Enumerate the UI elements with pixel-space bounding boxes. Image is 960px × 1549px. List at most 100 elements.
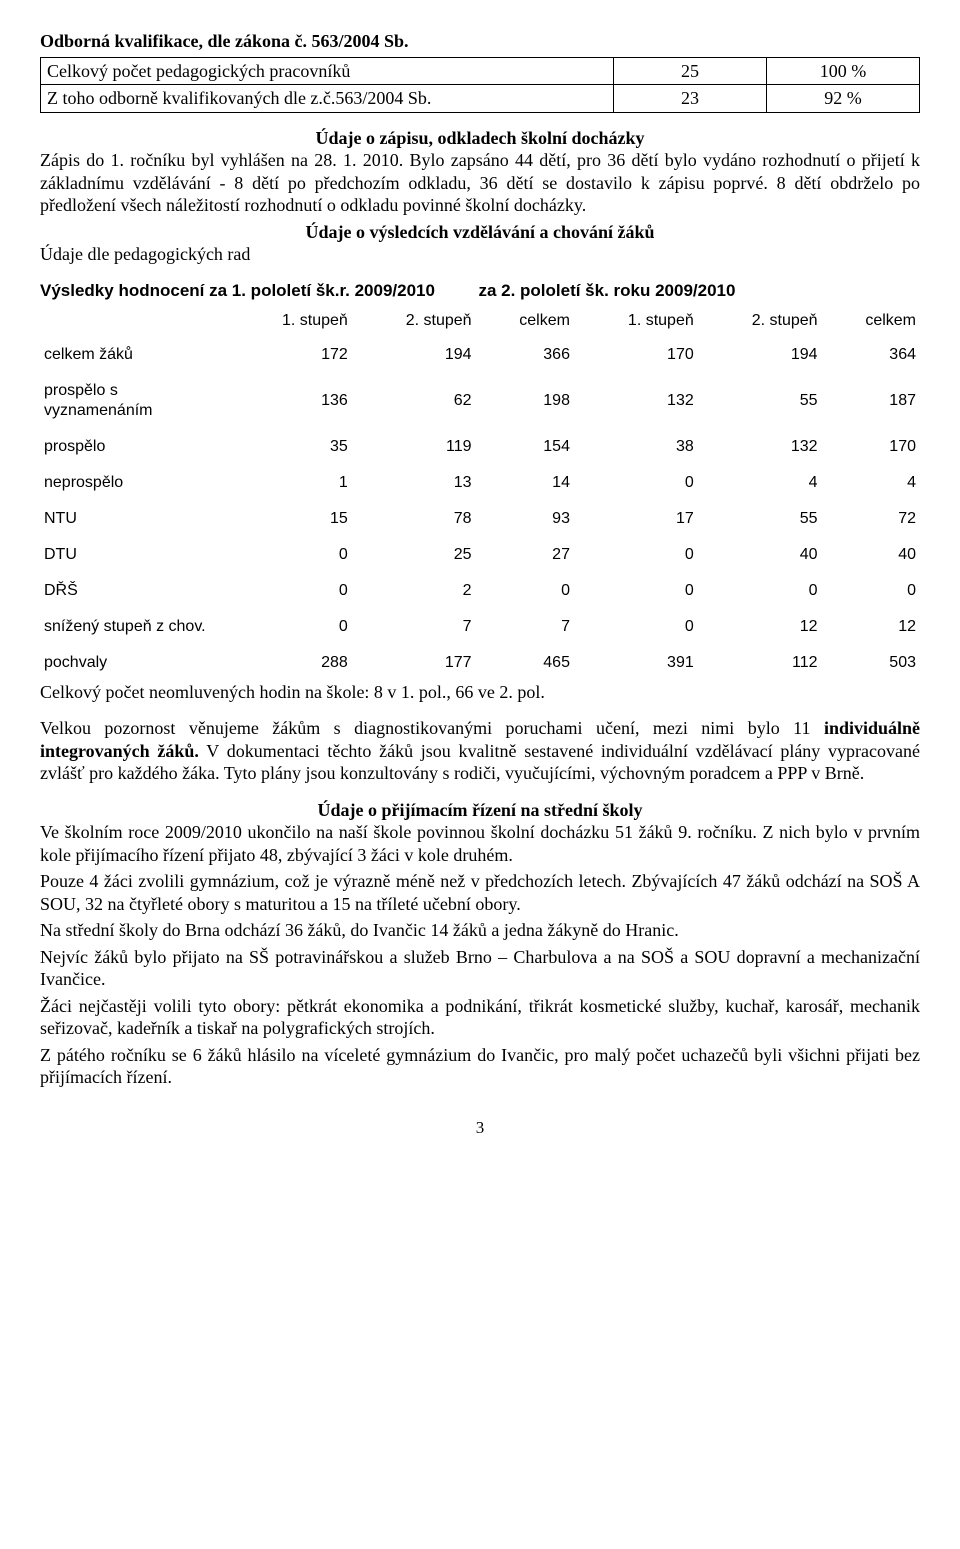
cell-value: 35 xyxy=(228,429,352,465)
row-label: prospělo s vyznamenáním xyxy=(40,373,228,429)
qual-label: Celkový počet pedagogických pracovníků xyxy=(41,57,614,85)
cell-value: 170 xyxy=(574,337,698,373)
cell-value: 465 xyxy=(476,645,574,681)
qualification-table: Celkový počet pedagogických pracovníků 2… xyxy=(40,57,920,113)
cell-value: 72 xyxy=(822,501,920,537)
cell-value: 177 xyxy=(352,645,476,681)
cell-value: 0 xyxy=(476,573,574,609)
col-header: 1. stupeň xyxy=(574,305,698,337)
cell-value: 40 xyxy=(698,537,822,573)
row-label: celkem žáků xyxy=(40,337,228,373)
cell-value: 40 xyxy=(822,537,920,573)
row-label: pochvaly xyxy=(40,645,228,681)
paragraph-enrolment: Zápis do 1. ročníku byl vyhlášen na 28. … xyxy=(40,149,920,217)
row-label: NTU xyxy=(40,501,228,537)
heading-qualification: Odborná kvalifikace, dle zákona č. 563/2… xyxy=(40,30,920,53)
cell-value: 0 xyxy=(698,573,822,609)
table-row: prospělo s vyznamenáním1366219813255187 xyxy=(40,373,920,429)
table-row: snížený stupeň z chov.07701212 xyxy=(40,609,920,645)
col-header: 2. stupeň xyxy=(352,305,476,337)
cell-value: 119 xyxy=(352,429,476,465)
cell-value: 0 xyxy=(574,537,698,573)
cell-value: 38 xyxy=(574,429,698,465)
cell-value: 1 xyxy=(228,465,352,501)
cell-value: 154 xyxy=(476,429,574,465)
cell-value: 93 xyxy=(476,501,574,537)
paragraph-admission: Žáci nejčastěji volili tyto obory: pětkr… xyxy=(40,995,920,1040)
cell-value: 25 xyxy=(352,537,476,573)
cell-value: 13 xyxy=(352,465,476,501)
cell-value: 0 xyxy=(574,573,698,609)
cell-value: 132 xyxy=(698,429,822,465)
table-row: Celkový počet pedagogických pracovníků 2… xyxy=(41,57,920,85)
page: Odborná kvalifikace, dle zákona č. 563/2… xyxy=(0,0,960,1158)
results-title-row: Výsledky hodnocení za 1. pololetí šk.r. … xyxy=(40,280,920,301)
paragraph-admission: Pouze 4 žáci zvolili gymnázium, což je v… xyxy=(40,870,920,915)
col-header: celkem xyxy=(822,305,920,337)
paragraph-admission: Z pátého ročníku se 6 žáků hlásilo na ví… xyxy=(40,1044,920,1089)
table-row: Z toho odborně kvalifikovaných dle z.č.5… xyxy=(41,85,920,113)
cell-value: 12 xyxy=(698,609,822,645)
table-row: NTU157893175572 xyxy=(40,501,920,537)
cell-value: 194 xyxy=(352,337,476,373)
results-title-b: za 2. pololetí šk. roku 2009/2010 xyxy=(478,281,735,300)
cell-value: 62 xyxy=(352,373,476,429)
cell-value: 55 xyxy=(698,373,822,429)
heading-results: Údaje o výsledcích vzdělávání a chování … xyxy=(40,221,920,244)
heading-enrolment: Údaje o zápisu, odkladech školní docházk… xyxy=(40,127,920,150)
col-header xyxy=(40,305,228,337)
heading-admission: Údaje o přijímacím řízení na střední ško… xyxy=(40,799,920,822)
table-row: pochvaly288177465391112503 xyxy=(40,645,920,681)
cell-value: 12 xyxy=(822,609,920,645)
results-title-a: Výsledky hodnocení za 1. pololetí šk.r. … xyxy=(40,281,435,300)
cell-value: 7 xyxy=(476,609,574,645)
paragraph-admission: Na střední školy do Brna odchází 36 žáků… xyxy=(40,919,920,942)
cell-value: 194 xyxy=(698,337,822,373)
paragraph-admission: Ve školním roce 2009/2010 ukončilo na na… xyxy=(40,821,920,866)
cell-value: 0 xyxy=(574,609,698,645)
qual-value: 25 xyxy=(614,57,767,85)
udaje-dle: Údaje dle pedagogických rad xyxy=(40,243,920,266)
cell-value: 172 xyxy=(228,337,352,373)
col-header: 1. stupeň xyxy=(228,305,352,337)
cell-value: 132 xyxy=(574,373,698,429)
table-row: DTU0252704040 xyxy=(40,537,920,573)
row-label: neprospělo xyxy=(40,465,228,501)
cell-value: 364 xyxy=(822,337,920,373)
row-label: snížený stupeň z chov. xyxy=(40,609,228,645)
table-row: DŘŠ020000 xyxy=(40,573,920,609)
cell-value: 14 xyxy=(476,465,574,501)
row-label: DŘŠ xyxy=(40,573,228,609)
cell-value: 2 xyxy=(352,573,476,609)
cell-value: 0 xyxy=(228,573,352,609)
table-header-row: 1. stupeň 2. stupeň celkem 1. stupeň 2. … xyxy=(40,305,920,337)
table-row: prospělo3511915438132170 xyxy=(40,429,920,465)
cell-value: 198 xyxy=(476,373,574,429)
cell-value: 17 xyxy=(574,501,698,537)
cell-value: 288 xyxy=(228,645,352,681)
paragraph-diagnostic: Velkou pozornost věnujeme žákům s diagno… xyxy=(40,717,920,785)
cell-value: 4 xyxy=(698,465,822,501)
qual-percent: 92 % xyxy=(767,85,920,113)
cell-value: 503 xyxy=(822,645,920,681)
qual-percent: 100 % xyxy=(767,57,920,85)
cell-value: 136 xyxy=(228,373,352,429)
cell-value: 0 xyxy=(574,465,698,501)
table-row: celkem žáků172194366170194364 xyxy=(40,337,920,373)
cell-value: 0 xyxy=(228,537,352,573)
qual-value: 23 xyxy=(614,85,767,113)
cell-value: 366 xyxy=(476,337,574,373)
cell-value: 7 xyxy=(352,609,476,645)
results-table: 1. stupeň 2. stupeň celkem 1. stupeň 2. … xyxy=(40,305,920,681)
cell-value: 0 xyxy=(822,573,920,609)
cell-value: 55 xyxy=(698,501,822,537)
cell-value: 4 xyxy=(822,465,920,501)
cell-value: 170 xyxy=(822,429,920,465)
col-header: celkem xyxy=(476,305,574,337)
cell-value: 15 xyxy=(228,501,352,537)
page-number: 3 xyxy=(40,1117,920,1138)
cell-value: 0 xyxy=(228,609,352,645)
cell-value: 391 xyxy=(574,645,698,681)
qual-label: Z toho odborně kvalifikovaných dle z.č.5… xyxy=(41,85,614,113)
cell-value: 27 xyxy=(476,537,574,573)
